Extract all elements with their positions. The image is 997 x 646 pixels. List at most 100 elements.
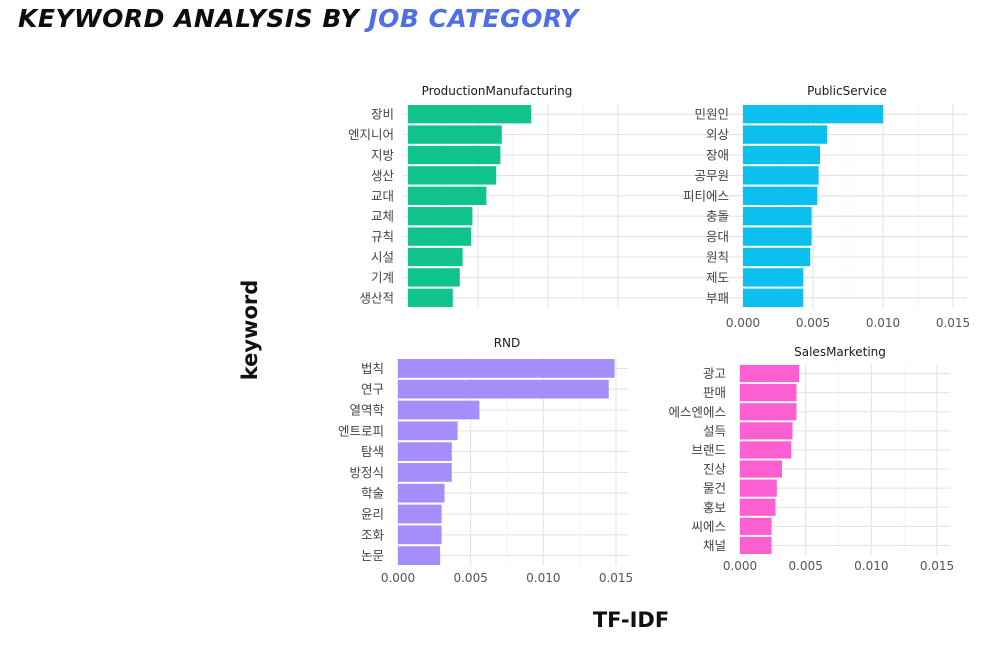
bar-rnd bbox=[398, 463, 452, 482]
bar-productionmanufacturing bbox=[408, 186, 487, 205]
bar-productionmanufacturing bbox=[408, 268, 460, 287]
bar-salesmarketing bbox=[740, 479, 777, 497]
bar-publicservice bbox=[743, 207, 812, 226]
bar-productionmanufacturing bbox=[408, 145, 501, 165]
category-label-salesmarketing: 에스엔에스 bbox=[668, 404, 726, 419]
bar-publicservice bbox=[743, 186, 818, 205]
category-label-salesmarketing: 물건 bbox=[703, 481, 726, 496]
bar-rnd bbox=[398, 442, 452, 461]
category-label-publicservice: 원칙 bbox=[706, 250, 729, 265]
bar-salesmarketing bbox=[740, 441, 792, 459]
x-tick-label-salesmarketing: 0.010 bbox=[854, 559, 888, 573]
x-tick-label-salesmarketing: 0.015 bbox=[920, 559, 954, 573]
panel-title-publicservice: PublicService bbox=[807, 84, 887, 98]
category-label-productionmanufacturing: 엔지니어 bbox=[348, 127, 394, 142]
bar-publicservice bbox=[743, 166, 819, 185]
category-label-rnd: 논문 bbox=[361, 548, 384, 563]
bar-rnd bbox=[398, 400, 480, 420]
category-label-rnd: 학술 bbox=[361, 486, 384, 501]
bar-productionmanufacturing bbox=[408, 105, 532, 124]
category-label-rnd: 탐색 bbox=[361, 444, 384, 459]
category-label-publicservice: 장애 bbox=[706, 148, 729, 163]
bar-salesmarketing bbox=[740, 517, 772, 535]
x-tick-label-rnd: 0.000 bbox=[381, 571, 415, 585]
panel-title-salesmarketing: SalesMarketing bbox=[794, 345, 886, 359]
bar-publicservice bbox=[743, 247, 811, 267]
x-tick-label-publicservice: 0.010 bbox=[866, 316, 900, 330]
category-label-publicservice: 외상 bbox=[706, 127, 730, 142]
bar-productionmanufacturing bbox=[408, 227, 471, 246]
category-label-productionmanufacturing: 교체 bbox=[371, 209, 394, 224]
bar-productionmanufacturing bbox=[408, 247, 463, 267]
category-label-salesmarketing: 씨에스 bbox=[691, 519, 726, 534]
bar-rnd bbox=[398, 379, 609, 399]
bar-salesmarketing bbox=[740, 460, 783, 478]
bar-salesmarketing bbox=[740, 422, 793, 440]
bar-salesmarketing bbox=[740, 403, 797, 421]
category-label-publicservice: 응대 bbox=[706, 229, 729, 244]
x-tick-label-rnd: 0.010 bbox=[526, 571, 560, 585]
category-label-publicservice: 제도 bbox=[706, 270, 729, 285]
panel-title-rnd: RND bbox=[494, 336, 521, 350]
bar-productionmanufacturing bbox=[408, 166, 497, 185]
panel-title-productionmanufacturing: ProductionManufacturing bbox=[422, 84, 573, 98]
bar-salesmarketing bbox=[740, 384, 797, 402]
category-label-publicservice: 충돌 bbox=[706, 209, 729, 224]
category-label-rnd: 윤리 bbox=[361, 507, 384, 522]
x-tick-label-publicservice: 0.015 bbox=[936, 316, 970, 330]
category-label-salesmarketing: 홍보 bbox=[703, 500, 726, 515]
category-label-productionmanufacturing: 장비 bbox=[371, 107, 394, 122]
category-label-rnd: 열역학 bbox=[349, 403, 384, 418]
x-tick-label-salesmarketing: 0.005 bbox=[788, 559, 822, 573]
x-tick-label-publicservice: 0.000 bbox=[726, 316, 760, 330]
bar-publicservice bbox=[743, 268, 804, 287]
category-label-productionmanufacturing: 생산적 bbox=[359, 290, 394, 305]
category-label-rnd: 엔트로피 bbox=[338, 423, 384, 438]
x-tick-label-salesmarketing: 0.000 bbox=[723, 559, 757, 573]
category-label-productionmanufacturing: 시설 bbox=[371, 250, 394, 265]
bar-publicservice bbox=[743, 288, 804, 307]
x-tick-label-publicservice: 0.005 bbox=[796, 316, 830, 330]
category-label-rnd: 조화 bbox=[361, 527, 385, 542]
category-label-rnd: 방정식 bbox=[349, 465, 384, 480]
category-label-productionmanufacturing: 기계 bbox=[371, 270, 394, 285]
bar-publicservice bbox=[743, 145, 820, 165]
bar-rnd bbox=[398, 546, 441, 565]
title-prefix: KEYWORD ANALYSIS BY bbox=[18, 4, 369, 33]
x-tick-label-rnd: 0.005 bbox=[453, 571, 487, 585]
category-label-productionmanufacturing: 지방 bbox=[371, 148, 395, 163]
category-label-publicservice: 부패 bbox=[706, 290, 729, 305]
category-label-salesmarketing: 판매 bbox=[703, 385, 726, 400]
category-label-salesmarketing: 광고 bbox=[703, 366, 726, 381]
category-label-salesmarketing: 브랜드 bbox=[691, 442, 726, 457]
bar-publicservice bbox=[743, 125, 827, 144]
x-axis-title: TF-IDF bbox=[592, 608, 670, 632]
bar-salesmarketing bbox=[740, 536, 772, 555]
bar-publicservice bbox=[743, 105, 883, 124]
category-label-salesmarketing: 진상 bbox=[703, 462, 727, 477]
bar-rnd bbox=[398, 483, 445, 503]
bar-productionmanufacturing bbox=[408, 207, 473, 226]
category-label-productionmanufacturing: 규칙 bbox=[371, 229, 394, 244]
bar-productionmanufacturing bbox=[408, 125, 502, 144]
title-accent: JOB CATEGORY bbox=[368, 4, 579, 33]
category-label-productionmanufacturing: 교대 bbox=[371, 188, 394, 203]
bar-rnd bbox=[398, 359, 615, 378]
bar-productionmanufacturing bbox=[408, 288, 453, 307]
bar-salesmarketing bbox=[740, 498, 776, 516]
bar-rnd bbox=[398, 421, 458, 441]
bar-rnd bbox=[398, 504, 442, 524]
chart-main-title: KEYWORD ANALYSIS BY JOB CATEGORY bbox=[18, 4, 579, 33]
category-label-rnd: 법칙 bbox=[361, 361, 384, 376]
category-label-salesmarketing: 설득 bbox=[703, 423, 726, 438]
category-label-salesmarketing: 채널 bbox=[703, 538, 726, 553]
category-label-productionmanufacturing: 생산 bbox=[371, 168, 395, 183]
x-tick-label-rnd: 0.015 bbox=[599, 571, 633, 585]
category-label-rnd: 연구 bbox=[361, 382, 384, 397]
bar-publicservice bbox=[743, 227, 812, 246]
bar-rnd bbox=[398, 525, 442, 545]
